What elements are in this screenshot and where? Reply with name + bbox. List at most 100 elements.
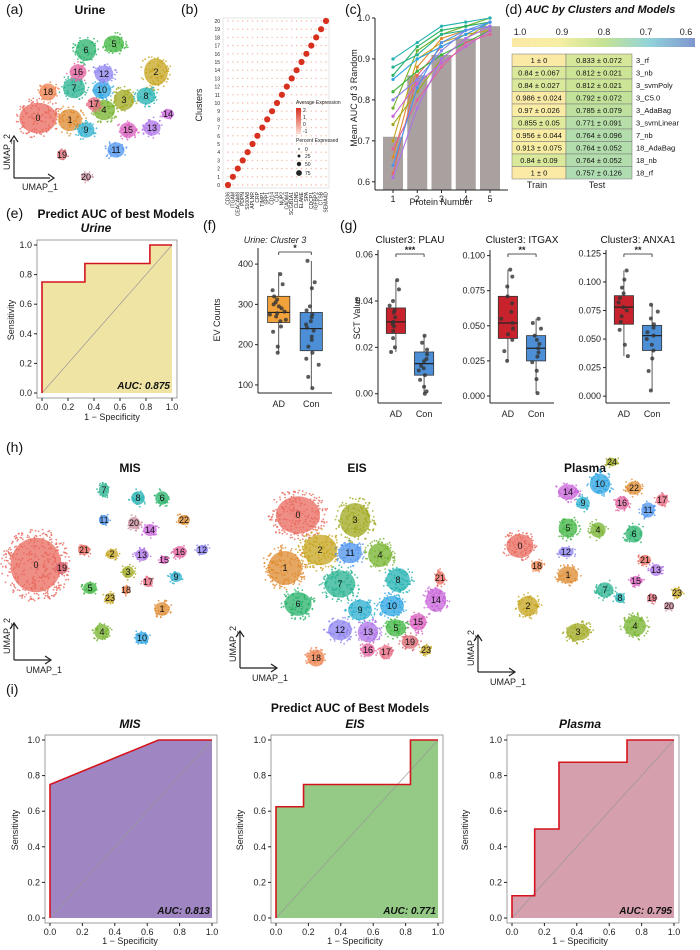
umap-cluster-5-point <box>396 616 398 618</box>
umap-cluster-4-point <box>587 530 589 532</box>
umap-cluster-8-point <box>144 105 146 108</box>
umap-cluster-0-point <box>38 97 41 100</box>
umap-cluster-1-point <box>65 118 68 121</box>
umap-cluster-0-point <box>10 548 12 551</box>
umap-cluster-0-point <box>55 538 58 541</box>
umap-cluster-0-point <box>21 121 24 123</box>
roc-x-label: 1 − Specificity <box>84 412 140 422</box>
umap-cluster-19-point <box>411 649 414 652</box>
umap-cluster-10-point <box>108 87 111 90</box>
umap-cluster-1-point <box>289 549 292 552</box>
umap-cluster-4-point <box>591 520 593 523</box>
c-xtick-label: 2 <box>415 194 420 204</box>
umap-cluster-18-point <box>321 657 323 660</box>
umap-cluster-0-point <box>51 103 54 105</box>
umap-cluster-4-point <box>393 561 396 564</box>
umap-cluster-0-point <box>522 554 524 556</box>
dot-low-expression <box>315 184 317 186</box>
umap-cluster-2-point <box>152 69 155 72</box>
umap-cluster-21-point <box>79 551 82 553</box>
umap-cluster-10-point <box>398 595 401 598</box>
umap-cluster-6-point <box>297 587 299 590</box>
umap-cluster-1-point <box>69 119 72 122</box>
umap-cluster-3-point <box>123 90 126 93</box>
umap-cluster-6-point <box>622 536 625 539</box>
umap-cluster-15-point <box>414 627 416 630</box>
umap-cluster-0-point <box>292 519 294 522</box>
umap-cluster-3-point <box>363 505 365 507</box>
umap-cluster-13-point <box>358 637 360 640</box>
umap-cluster-0-point <box>43 135 45 138</box>
umap-cluster-11-label: 11 <box>99 515 108 525</box>
umap-cluster-10-point <box>102 98 105 100</box>
umap-cluster-0-point <box>510 534 512 537</box>
umap-cluster-1-point <box>272 583 274 586</box>
umap-cluster-7-point <box>347 566 350 569</box>
dot-low-expression <box>310 85 312 88</box>
umap-cluster-15-point <box>421 632 424 635</box>
umap-cluster-15-point <box>414 629 417 632</box>
umap-cluster-9-core <box>77 122 95 138</box>
dot-high-expression <box>298 58 305 66</box>
umap-cluster-0-point <box>47 107 50 110</box>
umap-cluster-7-point <box>331 598 334 600</box>
umap-cluster-19-point <box>420 640 422 643</box>
umap-cluster-15-point <box>126 138 129 141</box>
umap-cluster-2-point <box>150 75 153 78</box>
umap-cluster-0-point <box>31 582 34 584</box>
box-point-Con <box>425 347 430 352</box>
umap-cluster-0-point <box>30 107 33 110</box>
auc-model-name: 18_AdaBag <box>636 144 675 153</box>
umap-cluster-14-point <box>165 114 167 117</box>
dot-low-expression <box>246 102 249 104</box>
dot-low-expression <box>266 77 268 80</box>
umap-cluster-0-point <box>44 565 47 568</box>
dot-low-expression <box>276 85 278 88</box>
series-point-s15 <box>464 36 468 41</box>
umap-cluster-7-point <box>67 84 69 87</box>
umap-cluster-3-point <box>338 524 341 526</box>
dot-low-expression <box>300 94 303 96</box>
umap-cluster-5-point <box>116 31 119 34</box>
dot-low-expression <box>286 69 288 71</box>
umap-cluster-3-point <box>126 91 128 93</box>
umap-cluster-0-point <box>269 519 271 521</box>
dot-low-expression <box>237 94 239 96</box>
umap-cluster-3-point <box>359 528 362 531</box>
umap-cluster-14-point <box>446 599 449 602</box>
dot-low-expression <box>276 135 278 137</box>
umap-cluster-2-label: 2 <box>109 549 114 559</box>
umap-cluster-10-point <box>405 609 407 612</box>
umap-cluster-2-point <box>114 558 117 561</box>
umap-cluster-13-point <box>152 137 155 139</box>
umap-cluster-3-point <box>347 505 350 508</box>
umap-cluster-9-point <box>84 120 87 122</box>
umap-cluster-3-point <box>115 88 118 91</box>
umap-cluster-0-point <box>277 520 280 522</box>
umap-cluster-0-point <box>504 544 507 546</box>
umap-cluster-0-point <box>21 557 24 560</box>
umap-cluster-2-point <box>317 556 320 559</box>
umap-cluster-14-point <box>429 588 432 590</box>
umap-cluster-19-point <box>398 640 401 642</box>
umap-cluster-7-point <box>71 81 73 84</box>
umap-cluster-0-point <box>33 117 35 120</box>
roc-xtick-label: 1.0 <box>166 402 179 412</box>
umap-cluster-14-point <box>437 592 439 594</box>
dot-low-expression <box>256 126 259 129</box>
umap-cluster-1-point <box>289 562 292 565</box>
umap-cluster-21-point <box>80 544 83 547</box>
umap-cluster-1-point <box>283 580 286 583</box>
box-point-AD <box>510 326 515 331</box>
umap-cluster-0-point <box>46 589 49 592</box>
umap-cluster-3-point <box>126 578 129 581</box>
umap-cluster-6-point <box>292 599 295 601</box>
umap-cluster-0-point <box>51 594 53 597</box>
legend-pct-dot <box>296 170 302 176</box>
umap-cluster-0-point <box>532 539 534 542</box>
umap-cluster-13-point <box>366 638 369 640</box>
umap-cluster-0-point <box>32 112 35 115</box>
umap-cluster-1-point <box>61 118 64 121</box>
umap-cluster-0-point <box>279 498 282 501</box>
